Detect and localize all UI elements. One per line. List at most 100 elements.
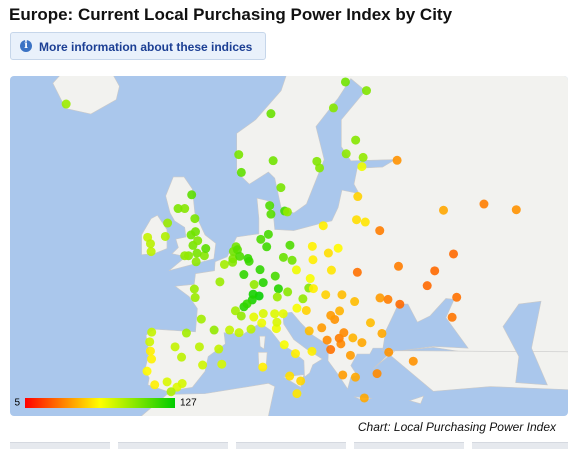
city-dot [291,265,301,275]
city-dot [377,328,387,338]
city-dot [258,278,268,288]
city-dot [322,335,332,345]
tab[interactable] [10,442,110,449]
city-dot [194,342,204,352]
city-dot [365,318,375,328]
city-dot [255,265,265,275]
city-dot [361,86,371,96]
city-dot [340,77,350,87]
city-dot [318,221,328,231]
city-dot [292,389,302,399]
city-dot [358,152,368,162]
city-dot [337,290,347,300]
city-dot [234,328,244,338]
info-button[interactable]: i More information about these indices [10,32,266,60]
land-area [144,76,568,392]
city-dot [192,248,202,258]
city-dot [162,377,172,387]
city-dot [235,251,245,261]
city-dot [360,217,370,227]
city-dot [61,99,71,109]
city-dot [209,325,219,335]
city-dot [219,259,229,269]
tab[interactable] [236,442,346,449]
inland-sea [382,298,469,351]
city-dot [285,371,295,381]
city-dot [338,370,348,380]
city-dot [263,229,273,239]
tab[interactable] [354,442,464,449]
city-dot [239,270,249,280]
city-dot [439,205,449,215]
city-dot [258,309,268,319]
city-dot [190,227,200,237]
city-dot [181,328,191,338]
city-dot [214,344,224,354]
city-dot [357,338,367,348]
scale-max-label: 127 [180,398,197,409]
city-dot [217,359,227,369]
city-dot [270,309,280,319]
city-dot [339,328,349,338]
info-button-label: More information about these indices [39,40,253,54]
city-dot [196,314,206,324]
city-dot [326,345,336,355]
city-dot [353,192,363,202]
city-dot [187,190,197,200]
city-dot [190,293,200,303]
city-dot [279,340,289,350]
city-dot [177,352,187,362]
city-dot [268,156,278,166]
city-dot [266,209,276,219]
city-dot [304,326,314,336]
city-dot [160,231,170,241]
city-dot [145,337,155,347]
city-dot [189,284,199,294]
city-dot [351,135,361,145]
city-dot [236,167,246,177]
city-dot [348,333,358,343]
city-dot [201,244,211,254]
city-dot [258,362,268,372]
city-dot [352,267,362,277]
city-dot [422,281,432,291]
city-dot [145,346,155,356]
city-dot [225,325,235,335]
city-dot [266,109,276,119]
city-dot [147,327,157,337]
city-dot [301,305,311,315]
city-dot [395,299,405,309]
city-dot [278,252,288,262]
city-dots [61,77,521,403]
city-dot [335,306,345,316]
city-dot [273,284,283,294]
city-dot [215,277,225,287]
city-dot [292,303,302,313]
city-dot [321,290,331,300]
city-dot [357,162,367,172]
info-icon: i [20,40,32,52]
city-dot [147,354,157,364]
city-dot [479,199,489,209]
city-dot [243,253,253,263]
city-dot [328,103,338,113]
city-dot [307,346,317,356]
city-dot [350,372,360,382]
city-dot [272,292,282,302]
scale-min-label: 5 [14,398,20,409]
city-dot [150,380,160,390]
city-dot [173,204,183,214]
city-dot [393,261,403,271]
city-dot [198,360,208,370]
city-dot [511,205,521,215]
city-dot [256,234,266,244]
city-dot [290,349,300,359]
city-dot [145,239,155,249]
city-dot [447,312,457,322]
city-dot [166,387,176,397]
tab[interactable] [118,442,228,449]
tab[interactable] [472,442,568,449]
city-dot [383,294,393,304]
city-dot [430,266,440,276]
